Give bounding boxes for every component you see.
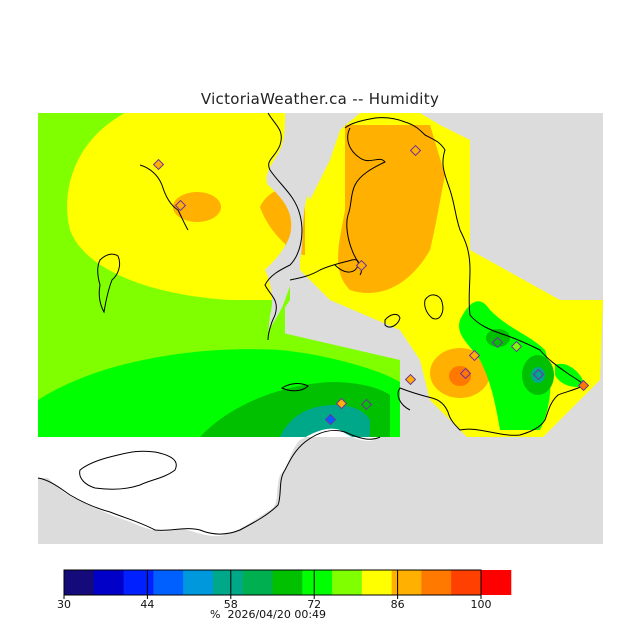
station-marker[interactable] — [459, 367, 472, 380]
legend-tick-label: 86 — [391, 598, 405, 611]
legend-band — [93, 570, 125, 595]
station-marker[interactable] — [491, 336, 504, 349]
station-marker[interactable] — [152, 158, 165, 171]
station-marker[interactable] — [335, 397, 348, 410]
coastline-olympic-inner — [79, 450, 177, 490]
station-markers — [152, 144, 590, 426]
station-marker[interactable] — [532, 368, 545, 381]
coastline-victoria — [397, 384, 586, 436]
lake-1 — [384, 313, 401, 328]
footer-unit: % — [210, 608, 221, 621]
station-marker[interactable] — [577, 379, 590, 392]
legend-band — [272, 570, 303, 595]
contour-teal-south — [280, 405, 370, 437]
legend-band — [242, 570, 273, 595]
coastline-olympic — [37, 429, 381, 535]
map-title: VictoriaWeather.ca -- Humidity — [200, 90, 440, 108]
station-marker[interactable] — [324, 413, 337, 426]
station-marker[interactable] — [510, 340, 523, 353]
station-marker[interactable] — [174, 199, 187, 212]
station-marker[interactable] — [409, 144, 422, 157]
station-marker[interactable] — [404, 373, 417, 386]
humidity-contours — [38, 113, 603, 544]
coastline-west-saanich — [264, 112, 303, 341]
station-marker[interactable] — [355, 259, 368, 272]
footer: % 2026/04/20 00:49 — [210, 608, 326, 621]
saanich-inlet-water — [265, 113, 340, 335]
station-marker[interactable] — [468, 349, 481, 362]
legend-band — [361, 570, 393, 595]
station-marker[interactable] — [360, 398, 373, 411]
humidity-legend: 30 44 58 72 86 100 — [57, 569, 512, 611]
legend-band — [332, 570, 363, 595]
lake-2 — [424, 294, 444, 320]
islet-south — [280, 383, 309, 392]
coastlines — [37, 112, 586, 535]
legend-tick-label: 72 — [307, 598, 321, 611]
legend-band — [212, 570, 244, 595]
coastline-east-saanich — [344, 117, 586, 386]
contour-orange-saanich — [338, 125, 445, 294]
coastline-brentwood — [289, 259, 359, 281]
legend-band — [183, 570, 214, 595]
legend-band — [481, 570, 512, 595]
olympic-peninsula-white — [38, 428, 380, 537]
contour-green-east — [459, 301, 551, 430]
contour-orange-blob-1 — [173, 192, 221, 222]
legend-tick-label: 58 — [224, 598, 238, 611]
legend-band — [123, 570, 154, 595]
legend-band — [391, 570, 422, 595]
legend-band — [421, 570, 452, 595]
legend-tick-label: 100 — [471, 598, 492, 611]
lake-west — [97, 253, 121, 314]
legend-band — [64, 570, 95, 595]
legend-tick-label: 30 — [57, 598, 71, 611]
legend-band — [302, 570, 333, 595]
footer-timestamp: 2026/04/20 00:49 — [227, 608, 327, 621]
legend-band — [153, 570, 184, 595]
legend-tick-label: 44 — [140, 598, 154, 611]
legend-band — [451, 570, 482, 595]
river-nw — [139, 164, 189, 231]
coastline-saanich-inlet — [346, 127, 386, 276]
